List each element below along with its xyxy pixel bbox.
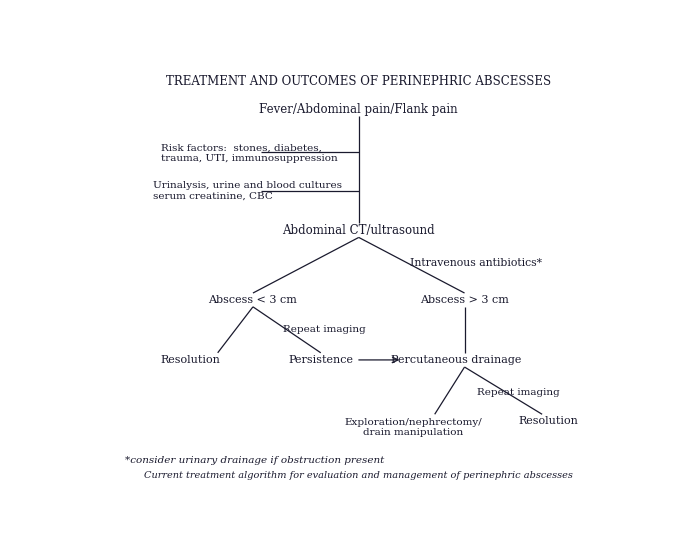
Text: *consider urinary drainage if obstruction present: *consider urinary drainage if obstructio… — [125, 456, 385, 465]
Text: Percutaneous drainage: Percutaneous drainage — [391, 355, 522, 365]
Text: Persistence: Persistence — [288, 355, 354, 365]
Text: Current treatment algorithm for evaluation and management of perinephric abscess: Current treatment algorithm for evaluati… — [144, 471, 573, 480]
Text: Urinalysis, urine and blood cultures
serum creatinine, CBC: Urinalysis, urine and blood cultures ser… — [153, 181, 342, 200]
Text: Exploration/nephrectomy/
drain manipulation: Exploration/nephrectomy/ drain manipulat… — [344, 418, 482, 437]
Text: Resolution: Resolution — [519, 416, 579, 426]
Text: Intravenous antibiotics*: Intravenous antibiotics* — [410, 258, 542, 268]
Text: Repeat imaging: Repeat imaging — [477, 388, 560, 396]
Text: Risk factors:  stones, diabetes,
trauma, UTI, immunosuppression: Risk factors: stones, diabetes, trauma, … — [161, 143, 337, 163]
Text: Resolution: Resolution — [160, 355, 220, 365]
Text: TREATMENT AND OUTCOMES OF PERINEPHRIC ABSCESSES: TREATMENT AND OUTCOMES OF PERINEPHRIC AB… — [166, 75, 552, 89]
Text: Abdominal CT/ultrasound: Abdominal CT/ultrasound — [282, 224, 435, 237]
Text: Abscess < 3 cm: Abscess < 3 cm — [209, 295, 298, 305]
Text: Repeat imaging: Repeat imaging — [283, 325, 365, 334]
Text: Abscess > 3 cm: Abscess > 3 cm — [420, 295, 509, 305]
Text: Fever/Abdominal pain/Flank pain: Fever/Abdominal pain/Flank pain — [260, 103, 458, 116]
